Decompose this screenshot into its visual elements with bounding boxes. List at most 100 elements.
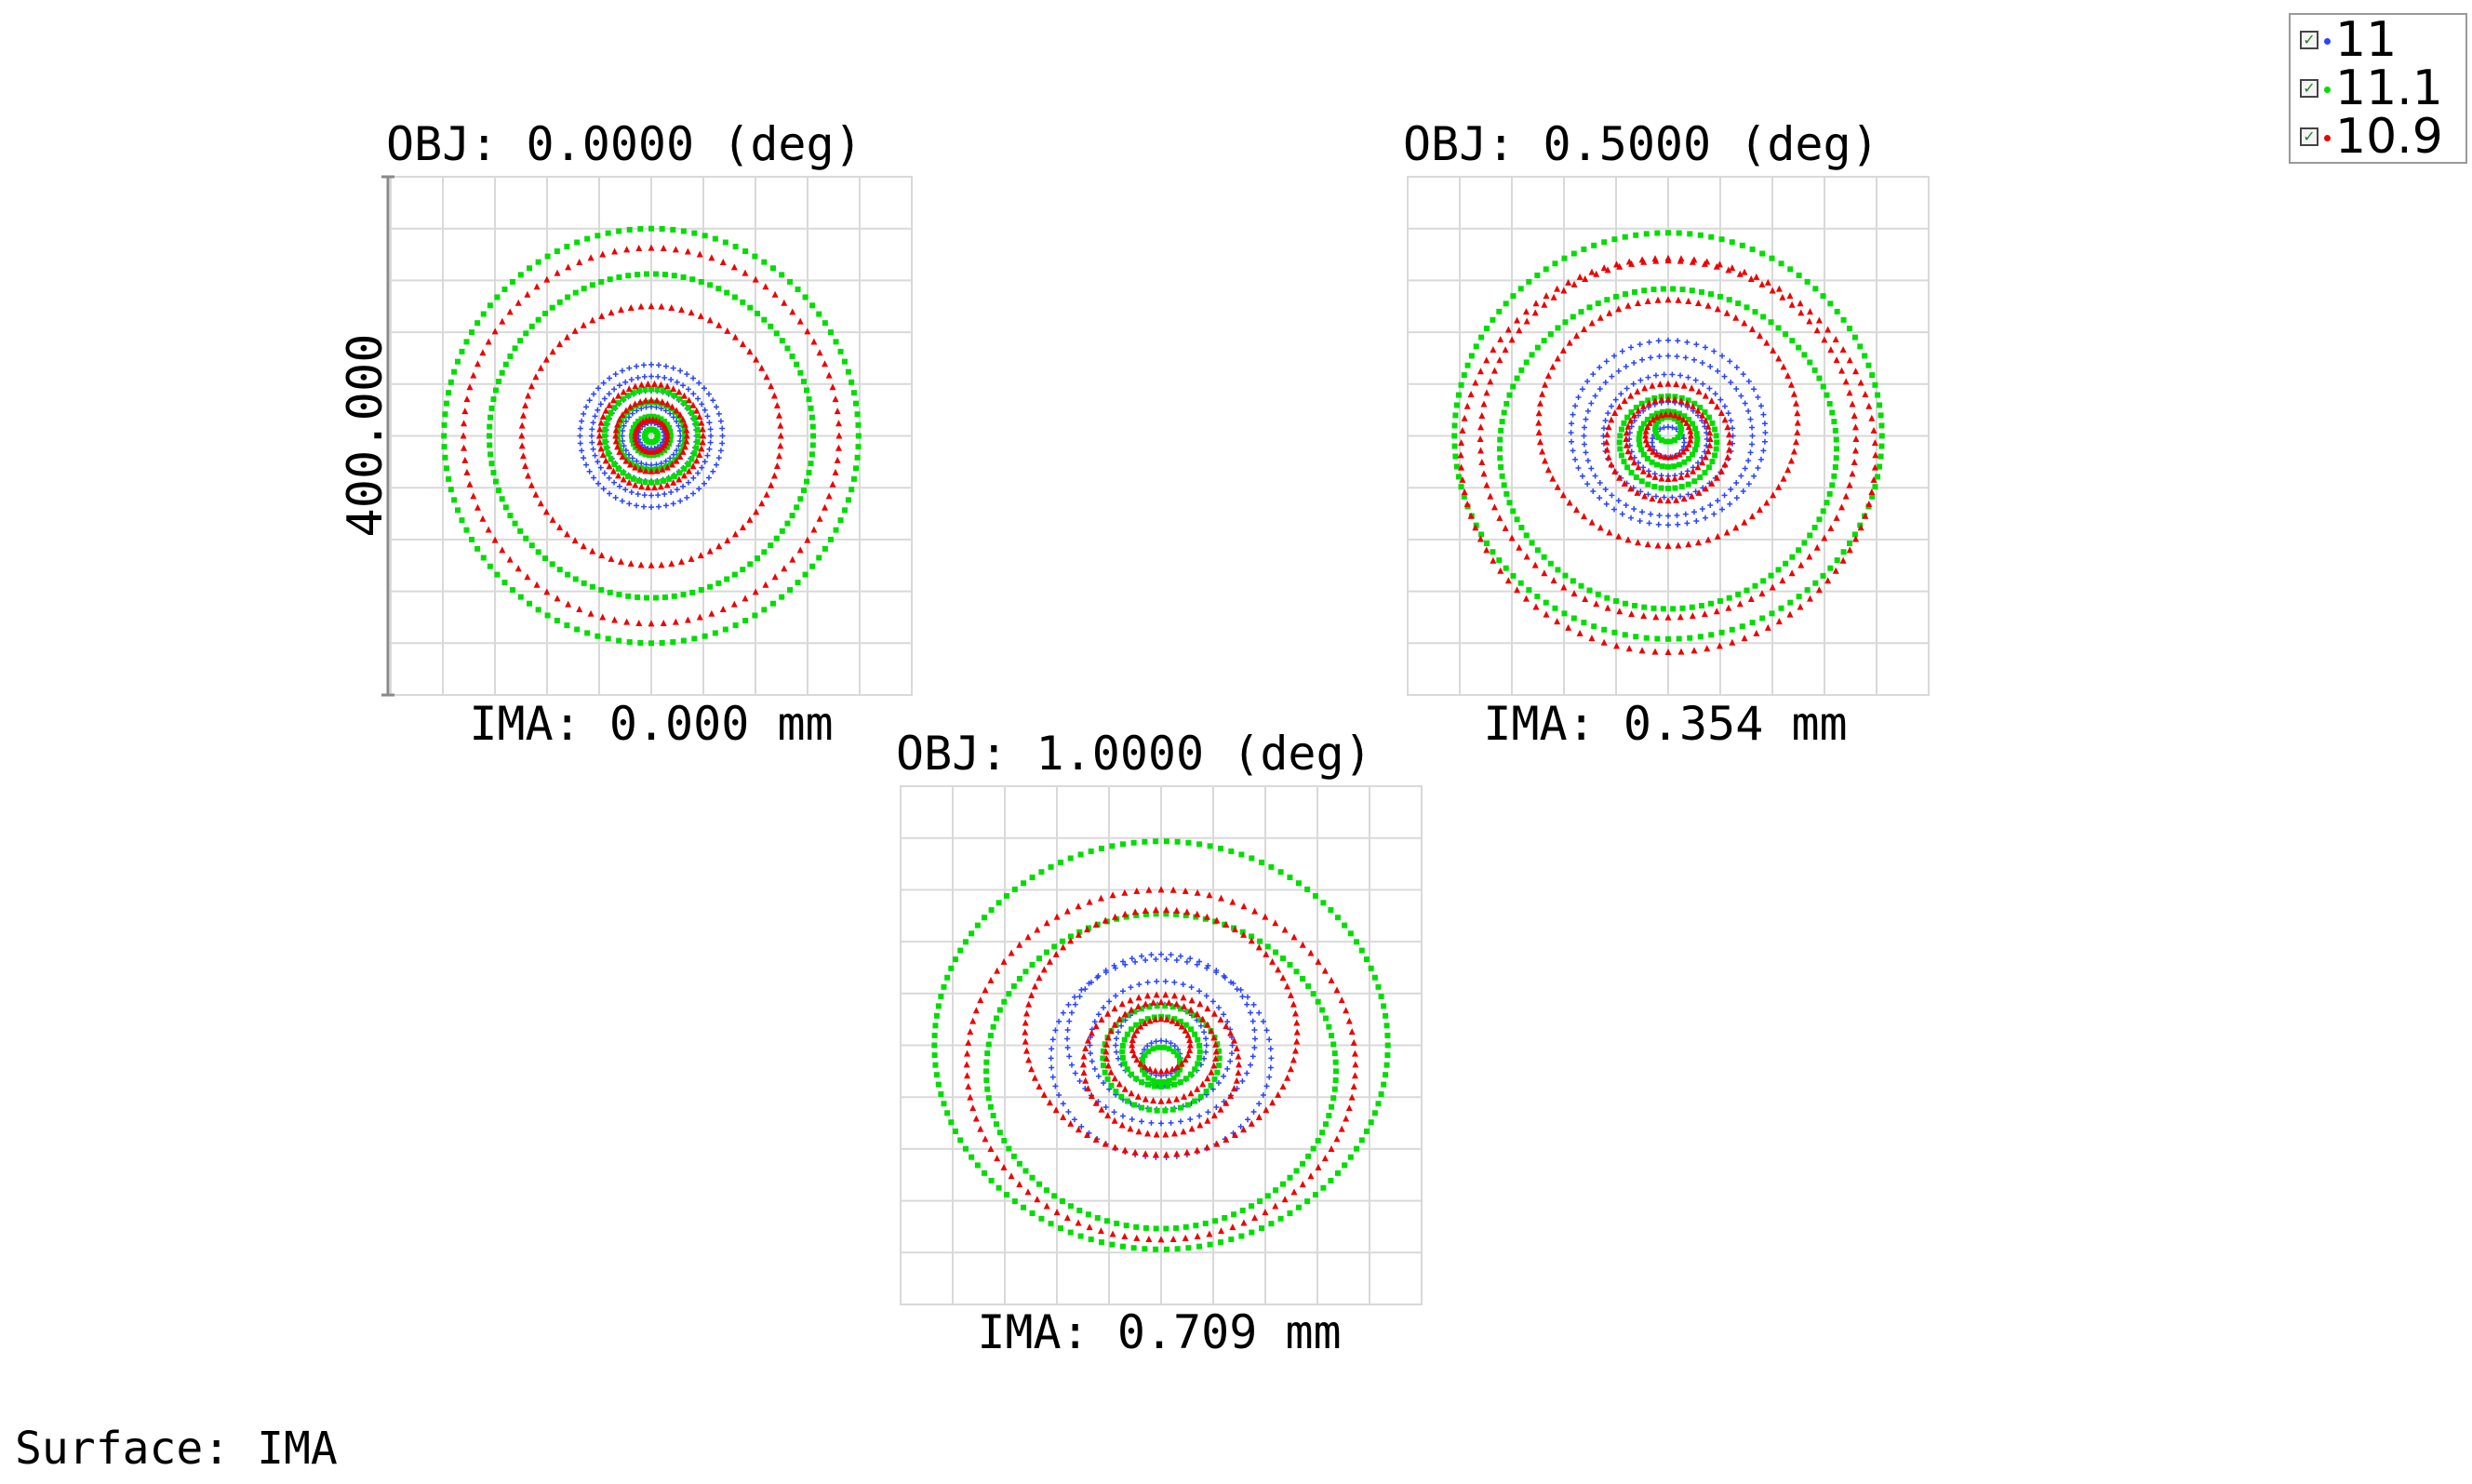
spot-point [1067,1119,1075,1127]
spot-point [1670,606,1677,612]
spot-point [636,420,644,427]
spot-point [1676,410,1682,417]
spot-point [1188,1071,1195,1077]
legend-item-11-1[interactable]: ✓ 11.1 [2291,62,2465,114]
spot-point [1183,1022,1189,1028]
spot-point [638,381,646,388]
spot-point [1177,1057,1183,1063]
spot-point [524,573,531,581]
spot-point [1673,426,1679,433]
spot-point [1051,943,1058,950]
spot-point [1641,287,1648,294]
spot-point [522,401,529,408]
spot-point [1104,1076,1111,1082]
spot-point [777,442,784,449]
spot-point [1832,335,1839,342]
spot-point [715,321,723,328]
spot-point [987,1144,995,1152]
spot-point [1194,1146,1201,1154]
checkbox-icon[interactable]: ✓ [2300,127,2318,146]
spot-point [1206,891,1213,899]
spot-point [1738,393,1744,399]
spot-point [1693,431,1700,437]
spot-point [1658,395,1665,403]
spot-point [696,412,703,420]
spot-point [1472,379,1479,386]
spot-point [1181,1092,1188,1100]
spot-point [719,433,726,439]
spot-point [761,607,768,613]
spot-point [1133,1234,1141,1241]
spot-point [808,461,814,467]
spot-point [684,616,691,623]
spot-point [1182,1234,1189,1241]
spot-point [1627,453,1635,461]
legend-item-10-9[interactable]: ✓ 10.9 [2291,111,2465,163]
spot-point [671,451,677,458]
spot-point [770,392,778,399]
spot-point [537,500,544,507]
spot-point [616,416,623,423]
spot-point [1287,1174,1293,1181]
legend-item-11[interactable]: ✓ 11 [2291,14,2465,66]
spot-point [1088,848,1094,854]
spot-point [1330,1041,1337,1048]
spot-point [1187,1116,1194,1122]
spot-point [1721,492,1728,499]
spot-point [1549,475,1557,482]
spot-point [1173,956,1180,963]
spot-point [634,363,640,369]
checkbox-icon[interactable]: ✓ [2300,79,2318,98]
panel-spots-1 [1451,230,1885,656]
spot-point [670,226,676,233]
spot-point [1088,1029,1095,1036]
spot-point [1330,1095,1337,1102]
spot-point [1821,534,1828,541]
spot-point [1351,1072,1358,1079]
spot-point [1586,304,1593,311]
spot-point [1121,1036,1128,1043]
spot-point [1171,1043,1178,1049]
spot-point [717,418,724,424]
spot-point [1588,400,1595,407]
spot-point [850,475,857,482]
spot-point [1022,1037,1029,1045]
checkbox-icon[interactable]: ✓ [2300,31,2318,49]
spot-point [1354,1145,1360,1152]
surface-label: Surface: IMA [15,1423,338,1475]
spot-point [1613,261,1621,268]
spot-point [1094,1215,1101,1222]
spot-point [1119,1049,1126,1055]
spot-point [977,996,984,1004]
spot-point [672,618,679,625]
spot-point [983,1068,990,1075]
spot-point [579,448,585,454]
spot-point [479,349,487,356]
spot-point [1251,1214,1259,1222]
spot-point [739,523,746,530]
spot-point [1787,599,1794,606]
spot-point [1192,1031,1198,1037]
spot-point [1699,411,1706,419]
spot-point [1751,473,1757,479]
spot-point [1504,326,1512,333]
spot-point [853,400,860,407]
spot-point [1740,371,1746,378]
spot-point [1201,1029,1208,1036]
spot-point [586,397,593,404]
spot-point [1259,859,1265,865]
spot-point [656,503,662,510]
spot-point [1334,1170,1341,1176]
spot-point [648,302,655,310]
spot-point [854,411,861,418]
spot-point [1665,635,1671,642]
spot-point [822,545,828,552]
spot-point [1187,956,1194,962]
spot-point [768,542,774,549]
spot-point [1323,1121,1330,1128]
spot-point [1744,304,1750,311]
spot-point [1490,549,1496,555]
spot-point [612,371,619,378]
spot-point [1063,1214,1071,1222]
spot-point [1613,293,1620,300]
